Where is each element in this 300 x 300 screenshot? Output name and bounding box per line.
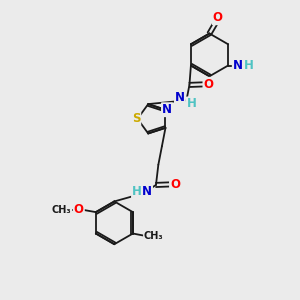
Text: H: H: [132, 185, 142, 198]
Text: O: O: [74, 203, 84, 216]
Text: H: H: [244, 59, 254, 72]
Text: N: N: [162, 103, 172, 116]
Text: N: N: [233, 59, 243, 72]
Text: CH₃: CH₃: [52, 205, 71, 215]
Text: O: O: [170, 178, 180, 191]
Text: O: O: [213, 11, 223, 24]
Text: CH₃: CH₃: [144, 231, 164, 241]
Text: H: H: [187, 98, 197, 110]
Text: N: N: [175, 92, 185, 104]
Text: S: S: [132, 112, 140, 125]
Text: N: N: [142, 185, 152, 198]
Text: O: O: [203, 78, 213, 91]
